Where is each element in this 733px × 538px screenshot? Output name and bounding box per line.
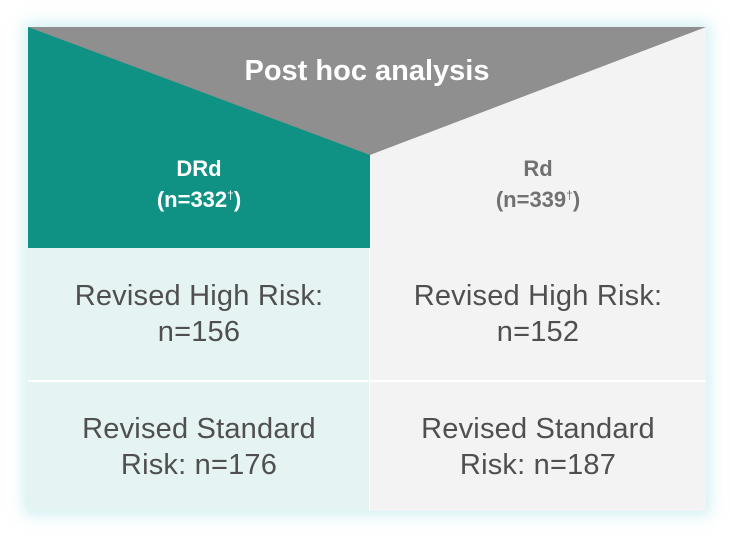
cell-drd-high-risk: Revised High Risk: n=156	[28, 248, 370, 380]
row-divider	[28, 380, 706, 382]
cell-line: Revised Standard	[82, 412, 316, 445]
risk-table-card: Post hoc analysis DRd (n=332†) Rd (n=339…	[28, 27, 706, 511]
arm-count-close: )	[572, 187, 581, 212]
header-title: Post hoc analysis	[244, 55, 490, 87]
cell-line: Revised Standard	[421, 412, 655, 445]
arm-label-drd: DRd (n=332†)	[28, 155, 370, 213]
cell-line: Risk: n=187	[459, 448, 617, 481]
cell-rd-high-risk: Revised High Risk: n=152	[370, 248, 706, 380]
cell-rd-standard-risk: Revised Standard Risk: n=187	[370, 382, 706, 511]
cell-line: n=152	[496, 316, 580, 348]
column-divider	[369, 248, 370, 511]
cell-line: n=156	[157, 316, 241, 348]
dagger-mark: †	[566, 188, 573, 202]
header-graphic	[28, 27, 706, 248]
cell-line: Risk: n=176	[120, 448, 278, 481]
arm-count-text: (n=339	[495, 187, 567, 212]
arm-name: Rd	[523, 156, 553, 181]
cell-line: Revised High Risk:	[413, 280, 663, 312]
arm-label-rd: Rd (n=339†)	[370, 155, 706, 213]
arm-name: DRd	[176, 156, 222, 181]
arm-count: (n=339†)	[370, 182, 706, 213]
cell-drd-standard-risk: Revised Standard Risk: n=176	[28, 382, 370, 511]
dagger-mark: †	[227, 188, 234, 202]
arm-count-close: )	[233, 187, 242, 212]
table-header: Post hoc analysis DRd (n=332†) Rd (n=339…	[28, 27, 706, 248]
header-triangle	[28, 27, 706, 155]
cell-line: Revised High Risk:	[74, 280, 324, 312]
arm-count: (n=332†)	[28, 182, 370, 213]
arm-count-text: (n=332	[156, 187, 228, 212]
